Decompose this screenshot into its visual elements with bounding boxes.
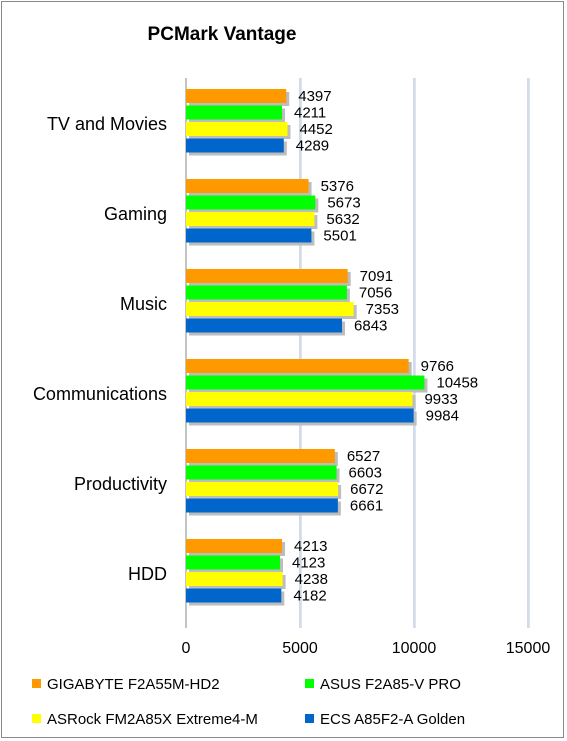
bar-asrock-fm2a85x-extreme4-m xyxy=(186,212,315,226)
bar-ecs-a85f2-a-golden xyxy=(186,408,414,423)
data-label: 7056 xyxy=(359,285,392,302)
bar-asrock-fm2a85x-extreme4-m xyxy=(186,392,413,406)
bar-asus-f2a85-v-pro xyxy=(186,195,316,210)
bar-asus-f2a85-v-pro xyxy=(186,375,425,390)
bar-asus-f2a85-v-pro xyxy=(186,285,347,300)
data-label: 6843 xyxy=(354,318,387,335)
legend-marker xyxy=(32,714,41,723)
x-tick-labels: 0 5000 10000 15000 xyxy=(182,640,551,657)
data-label: 6672 xyxy=(350,481,383,498)
legend-marker xyxy=(32,679,41,688)
category-label: Gaming xyxy=(104,204,167,224)
data-label: 4452 xyxy=(300,121,333,138)
data-label: 4182 xyxy=(293,588,326,605)
data-label: 6661 xyxy=(350,498,383,515)
bar-asrock-fm2a85x-extreme4-m xyxy=(186,572,283,586)
bar-ecs-a85f2-a-golden xyxy=(186,498,338,513)
data-label: 6527 xyxy=(347,448,380,465)
category-label: Music xyxy=(120,294,167,314)
data-label: 10458 xyxy=(436,375,478,392)
bar-gigabyte-f2a55m-hd2 xyxy=(186,449,335,463)
bar-asrock-fm2a85x-extreme4-m xyxy=(186,122,288,136)
data-label: 4213 xyxy=(294,538,327,555)
legend-marker xyxy=(305,714,314,723)
x-tick-label: 0 xyxy=(182,640,191,657)
data-label: 9766 xyxy=(421,358,454,375)
legend-marker xyxy=(305,679,314,688)
data-label: 4289 xyxy=(296,138,329,155)
bar-ecs-a85f2-a-golden xyxy=(186,318,343,333)
legend-label: ASUS F2A85-V PRO xyxy=(320,676,461,693)
gridlines xyxy=(185,78,530,628)
category-label: HDD xyxy=(128,564,167,584)
data-label: 9933 xyxy=(424,391,457,408)
category-label: Productivity xyxy=(74,474,167,494)
bar-ecs-a85f2-a-golden xyxy=(186,228,312,243)
x-tick-label: 15000 xyxy=(506,640,551,657)
bar-asrock-fm2a85x-extreme4-m xyxy=(186,482,339,496)
bar-asus-f2a85-v-pro xyxy=(186,555,281,570)
data-label: 4238 xyxy=(295,571,328,588)
bar-ecs-a85f2-a-golden xyxy=(186,138,284,153)
category-labels: TV and Movies Gaming Music Communications Pr… xyxy=(33,114,167,584)
legend-label: ECS A85F2-A Golden xyxy=(320,711,465,728)
bar-gigabyte-f2a55m-hd2 xyxy=(186,179,309,193)
bar-gigabyte-f2a55m-hd2 xyxy=(186,359,409,373)
data-label: 4211 xyxy=(294,105,326,122)
legend-label: ASRock FM2A85X Extreme4-M xyxy=(47,711,258,728)
data-label: 6603 xyxy=(349,465,382,482)
bar-gigabyte-f2a55m-hd2 xyxy=(186,89,287,103)
bar-asus-f2a85-v-pro xyxy=(186,465,337,480)
data-label: 9984 xyxy=(426,408,459,425)
data-label: 5501 xyxy=(323,228,356,245)
data-label: 4123 xyxy=(292,555,325,572)
data-label: 5632 xyxy=(326,211,359,228)
data-label: 4397 xyxy=(298,88,331,105)
category-label: Communications xyxy=(33,384,167,404)
bar-ecs-a85f2-a-golden xyxy=(186,588,282,603)
data-label: 7091 xyxy=(360,268,393,285)
data-label: 7353 xyxy=(366,301,399,318)
category-label: TV and Movies xyxy=(47,114,167,134)
data-label: 5673 xyxy=(327,195,360,212)
bar-gigabyte-f2a55m-hd2 xyxy=(186,539,283,553)
data-label: 5376 xyxy=(321,178,354,195)
chart-title: PCMark Vantage xyxy=(148,24,297,45)
bar-asrock-fm2a85x-extreme4-m xyxy=(186,302,354,316)
bar-asus-f2a85-v-pro xyxy=(186,105,283,120)
legend: GIGABYTE F2A55M-HD2 ASUS F2A85-V PRO ASRoc… xyxy=(32,676,465,728)
x-tick-label: 10000 xyxy=(392,640,437,657)
bar-gigabyte-f2a55m-hd2 xyxy=(186,269,348,283)
legend-label: GIGABYTE F2A55M-HD2 xyxy=(47,676,220,693)
x-tick-label: 5000 xyxy=(282,640,318,657)
